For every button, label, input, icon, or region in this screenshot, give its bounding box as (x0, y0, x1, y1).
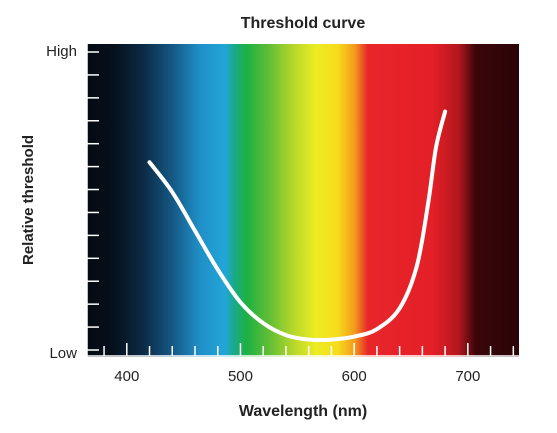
spectrum-background (87, 44, 519, 357)
y-tick-high: High (46, 43, 77, 60)
data-marks (147, 109, 448, 343)
x-tick-label: 600 (342, 368, 367, 385)
y-axis-label: Relative threshold (20, 135, 37, 265)
threshold-curve (147, 109, 448, 343)
x-tick-label: 400 (114, 368, 139, 385)
chart-title: Threshold curve (241, 15, 366, 32)
y-tick-low: Low (49, 345, 77, 362)
x-tick-label: 700 (455, 368, 480, 385)
axes: 400 500 600 700 (86, 44, 519, 385)
x-axis-label: Wavelength (nm) (239, 403, 367, 420)
x-tick-label: 500 (228, 368, 253, 385)
